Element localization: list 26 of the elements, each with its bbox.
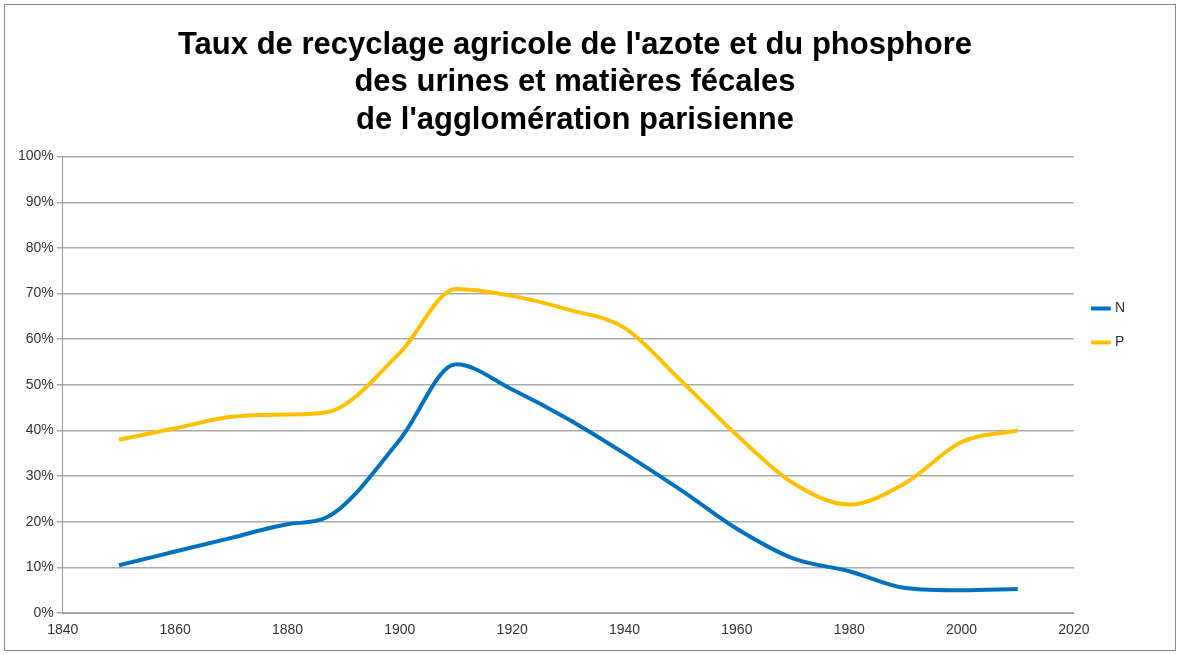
x-tick-label: 1920 — [496, 621, 528, 638]
x-tick-label: 1900 — [384, 621, 416, 638]
x-tick-label: 1880 — [271, 621, 304, 638]
y-tick-label: 0% — [33, 604, 54, 621]
y-tick-label: 80% — [25, 238, 54, 255]
y-tick-label: 40% — [25, 421, 54, 438]
x-tick-label: 1980 — [833, 621, 865, 638]
y-tick-label: 30% — [25, 467, 54, 484]
line-series — [116, 362, 1020, 593]
y-tick-label: 50% — [25, 375, 54, 392]
x-tick-label: 1940 — [608, 621, 641, 638]
x-tick-label: 1960 — [721, 621, 753, 638]
chart-title: Taux de recyclage agricole de l'azote et du phosphore des urines et matières fécales de l'agglomération parisienne — [177, 26, 973, 136]
x-tick-label: 2000 — [945, 621, 978, 638]
y-tick-label: 90% — [25, 193, 54, 210]
legend-label: P — [1114, 333, 1125, 350]
line-series — [116, 287, 1020, 507]
x-tick-label: 1860 — [159, 621, 191, 638]
x-tick-label: 2020 — [1058, 621, 1090, 638]
y-tick-label: 100% — [17, 147, 54, 164]
y-tick-label: 70% — [25, 284, 54, 301]
y-tick-label: 10% — [25, 558, 54, 575]
y-tick-label: 60% — [25, 330, 54, 347]
x-tick-label: 1840 — [47, 621, 79, 638]
y-tick-label: 20% — [25, 512, 54, 529]
legend-label: N — [1114, 299, 1126, 316]
